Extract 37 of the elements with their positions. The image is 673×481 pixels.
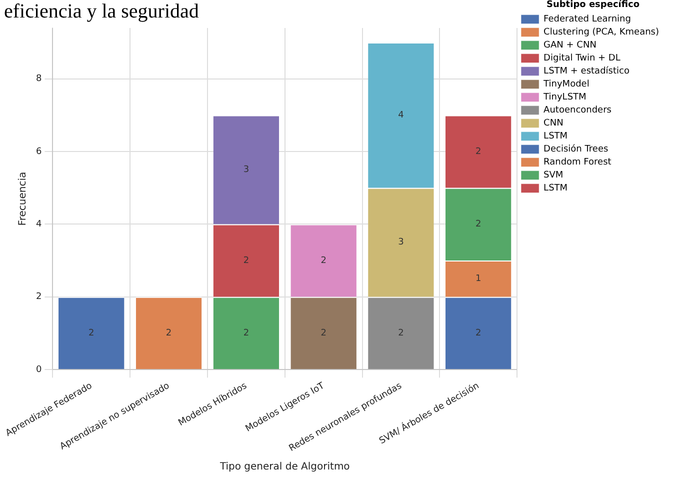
y-axis-title: Frecuencia [18,172,29,226]
y-tick-label: 6 [36,146,42,157]
legend-label: SVM [544,170,564,181]
y-tick-label: 4 [36,220,42,230]
data-label: 2 [243,256,250,266]
legend-title: Subtipo específico [546,0,640,10]
data-label: 3 [398,238,404,248]
data-label: 4 [398,110,404,121]
data-label: 2 [166,328,172,338]
data-label: 2 [320,328,326,338]
legend-label: TinyModel [542,80,590,90]
y-tick-label: 8 [36,74,42,84]
legend-label: LSTM + estadístico [544,66,630,77]
data-label: 2 [475,220,482,230]
legend-label: LSTM [544,184,568,194]
y-tick-label: 0 [36,364,42,375]
data-label: 2 [475,328,482,338]
data-label: 2 [398,328,404,338]
legend-label: CNN [544,118,564,129]
legend-label: Random Forest [544,158,612,168]
data-label: 1 [475,274,482,284]
data-label: 2 [88,328,94,338]
legend-label: Digital Twin + DL [544,54,620,64]
legend-label: GAN + CNN [544,40,596,51]
y-tick-label: 2 [36,292,42,302]
legend-label: Federated Learning [544,14,631,25]
legend-label: LSTM [544,132,568,142]
legend-label: Autoenconders [544,106,612,116]
data-label: 2 [320,256,326,266]
legend-label: TinyLSTM [542,92,586,103]
data-label: 2 [243,328,250,338]
data-label: 2 [475,146,482,157]
data-label: 3 [243,165,250,176]
x-axis-title: Tipo general de Algoritmo [218,462,350,473]
legend-label: Clustering (PCA, Kmeans) [544,28,660,38]
legend-label: Decisión Trees [544,144,608,155]
chart-title: eficiencia y la seguridad [4,0,199,22]
